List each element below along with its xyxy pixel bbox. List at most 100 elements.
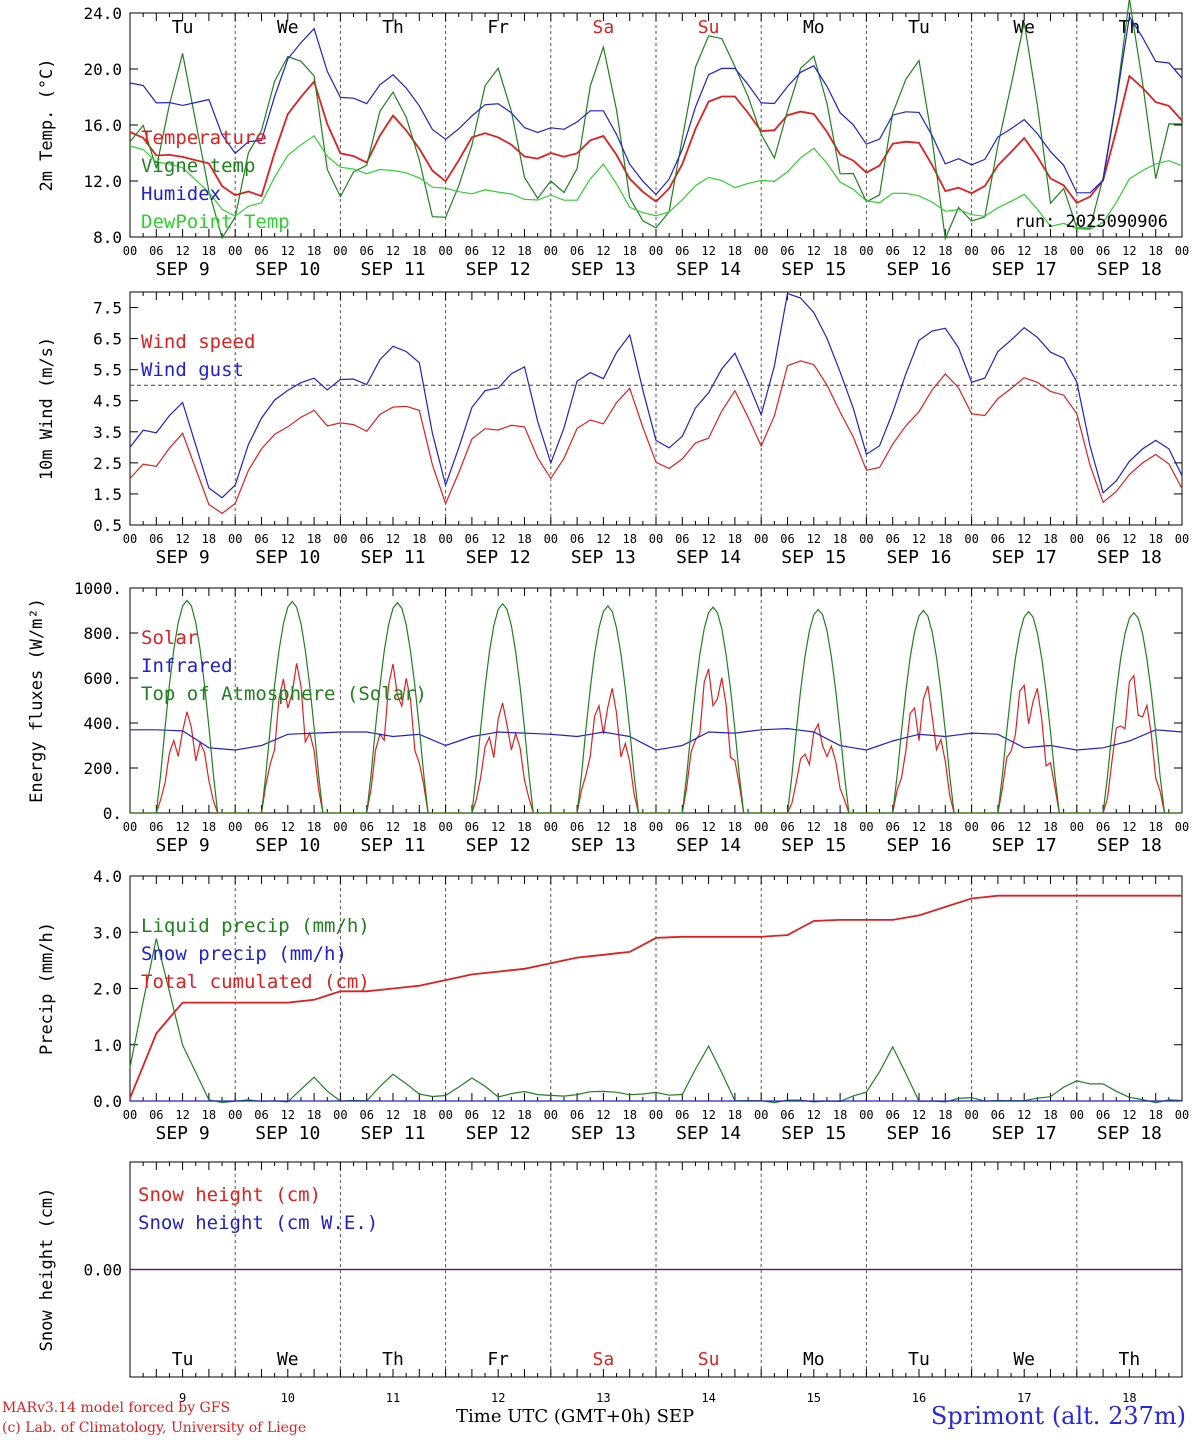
date-label: SEP 12 — [466, 1123, 531, 1144]
hour-tick-label: 18 — [202, 532, 216, 546]
hour-tick-label: 06 — [675, 1108, 689, 1122]
hour-tick-label: 00 — [1175, 1108, 1189, 1122]
y-tick-label: 20.0 — [83, 60, 122, 79]
hour-tick-label: 00 — [1070, 1108, 1084, 1122]
hour-tick-label: 18 — [622, 532, 636, 546]
hour-tick-label: 00 — [544, 244, 558, 258]
hour-tick-label: 18 — [412, 244, 426, 258]
hour-tick-label: 12 — [175, 1108, 189, 1122]
y-axis-label: Precip (mm/h) — [37, 922, 57, 1055]
hour-tick-label: 00 — [123, 244, 137, 258]
hour-tick-label: 00 — [438, 532, 452, 546]
hour-tick-label: 00 — [649, 1108, 663, 1122]
weekday-label: Mo — [803, 1349, 825, 1370]
hour-tick-label: 12 — [1017, 820, 1031, 834]
hour-tick-label: 00 — [123, 1108, 137, 1122]
date-label: SEP 16 — [886, 547, 951, 568]
date-label: SEP 14 — [676, 1123, 741, 1144]
y-tick-label: 2.0 — [93, 980, 122, 999]
hour-tick-label: 18 — [938, 820, 952, 834]
hour-tick-label: 18 — [412, 820, 426, 834]
y-tick-label: 12.0 — [83, 172, 122, 191]
date-label: SEP 9 — [156, 259, 210, 280]
weekday-label: Su — [698, 1349, 720, 1370]
hour-tick-label: 12 — [386, 532, 400, 546]
hour-tick-label: 00 — [964, 532, 978, 546]
hour-tick-label: 12 — [491, 532, 505, 546]
hour-tick-label: 18 — [202, 820, 216, 834]
date-label: SEP 9 — [156, 1123, 210, 1144]
hour-tick-label: 12 — [1122, 532, 1136, 546]
hour-tick-label: 12 — [175, 820, 189, 834]
date-label: SEP 9 — [156, 547, 210, 568]
y-tick-label: 16.0 — [83, 116, 122, 135]
legend-entry: Infrared — [141, 655, 233, 677]
hour-tick-label: 12 — [386, 1108, 400, 1122]
series-line — [129, 894, 1182, 1099]
hour-tick-label: 06 — [570, 532, 584, 546]
hour-tick-label: 18 — [307, 820, 321, 834]
hour-tick-label: 12 — [912, 244, 926, 258]
date-label: SEP 9 — [156, 835, 210, 856]
date-label: SEP 15 — [781, 547, 846, 568]
hour-tick-label: 06 — [254, 820, 268, 834]
day-number: 14 — [701, 1391, 715, 1405]
y-tick-label: 400. — [83, 714, 122, 733]
series-line — [129, 292, 1183, 499]
panel-2: 0.5 1.5 2.5 3.5 4.5 5.5 6.5 7.5 10m Wind (m/s) 00… — [37, 291, 1189, 568]
day-number: 12 — [491, 1391, 505, 1405]
y-tick-label: 6.5 — [93, 330, 122, 349]
hour-tick-label: 18 — [728, 532, 742, 546]
hour-tick-label: 18 — [1043, 820, 1057, 834]
hour-tick-label: 00 — [859, 820, 873, 834]
hour-tick-label: 18 — [307, 244, 321, 258]
hour-tick-label: 18 — [938, 1108, 952, 1122]
hour-tick-label: 00 — [754, 820, 768, 834]
hour-tick-label: 12 — [912, 820, 926, 834]
date-label: SEP 10 — [255, 1123, 320, 1144]
hour-tick-label: 06 — [991, 820, 1005, 834]
hour-tick-label: 06 — [359, 1108, 373, 1122]
date-label: SEP 17 — [992, 547, 1057, 568]
hour-tick-label: 12 — [1017, 532, 1031, 546]
hour-tick-label: 06 — [991, 244, 1005, 258]
hour-tick-label: 12 — [596, 820, 610, 834]
hour-tick-label: 12 — [1122, 1108, 1136, 1122]
panel-3: 0. 200. 400. 600. 800. 1000. Energy fluxes (W/… — [27, 579, 1189, 856]
hour-tick-label: 12 — [807, 532, 821, 546]
hour-tick-label: 06 — [149, 1108, 163, 1122]
hour-tick-label: 06 — [570, 1108, 584, 1122]
hour-tick-label: 18 — [202, 1108, 216, 1122]
date-label: SEP 13 — [571, 1123, 636, 1144]
y-tick-label: 1.5 — [93, 485, 122, 504]
hour-tick-label: 12 — [912, 532, 926, 546]
hour-tick-label: 06 — [149, 820, 163, 834]
site-name: Sprimont (alt. 237m) — [930, 1402, 1186, 1430]
hour-tick-label: 06 — [1096, 532, 1110, 546]
hour-tick-label: 12 — [1122, 244, 1136, 258]
day-number: 11 — [386, 1391, 400, 1405]
hour-tick-label: 12 — [596, 532, 610, 546]
hour-tick-label: 12 — [701, 532, 715, 546]
hour-tick-label: 00 — [228, 244, 242, 258]
hour-tick-label: 18 — [307, 532, 321, 546]
date-label: SEP 13 — [571, 547, 636, 568]
day-number: 10 — [281, 1391, 295, 1405]
hour-tick-label: 18 — [1148, 1108, 1162, 1122]
date-label: SEP 14 — [676, 835, 741, 856]
date-label: SEP 10 — [255, 259, 320, 280]
hour-tick-label: 06 — [465, 532, 479, 546]
hour-tick-label: 18 — [1043, 244, 1057, 258]
date-label: SEP 17 — [992, 259, 1057, 280]
y-tick-label: 4.5 — [93, 392, 122, 411]
hour-tick-label: 00 — [859, 1108, 873, 1122]
y-tick-label: 0.0 — [93, 1092, 122, 1111]
y-tick-label: 800. — [83, 624, 122, 643]
y-tick-label: 0.00 — [83, 1261, 122, 1280]
hour-tick-label: 00 — [859, 244, 873, 258]
date-label: SEP 12 — [466, 259, 531, 280]
legend-entry: Wind gust — [141, 359, 244, 381]
hour-tick-label: 06 — [885, 1108, 899, 1122]
weekday-label: Th — [1119, 1349, 1141, 1370]
